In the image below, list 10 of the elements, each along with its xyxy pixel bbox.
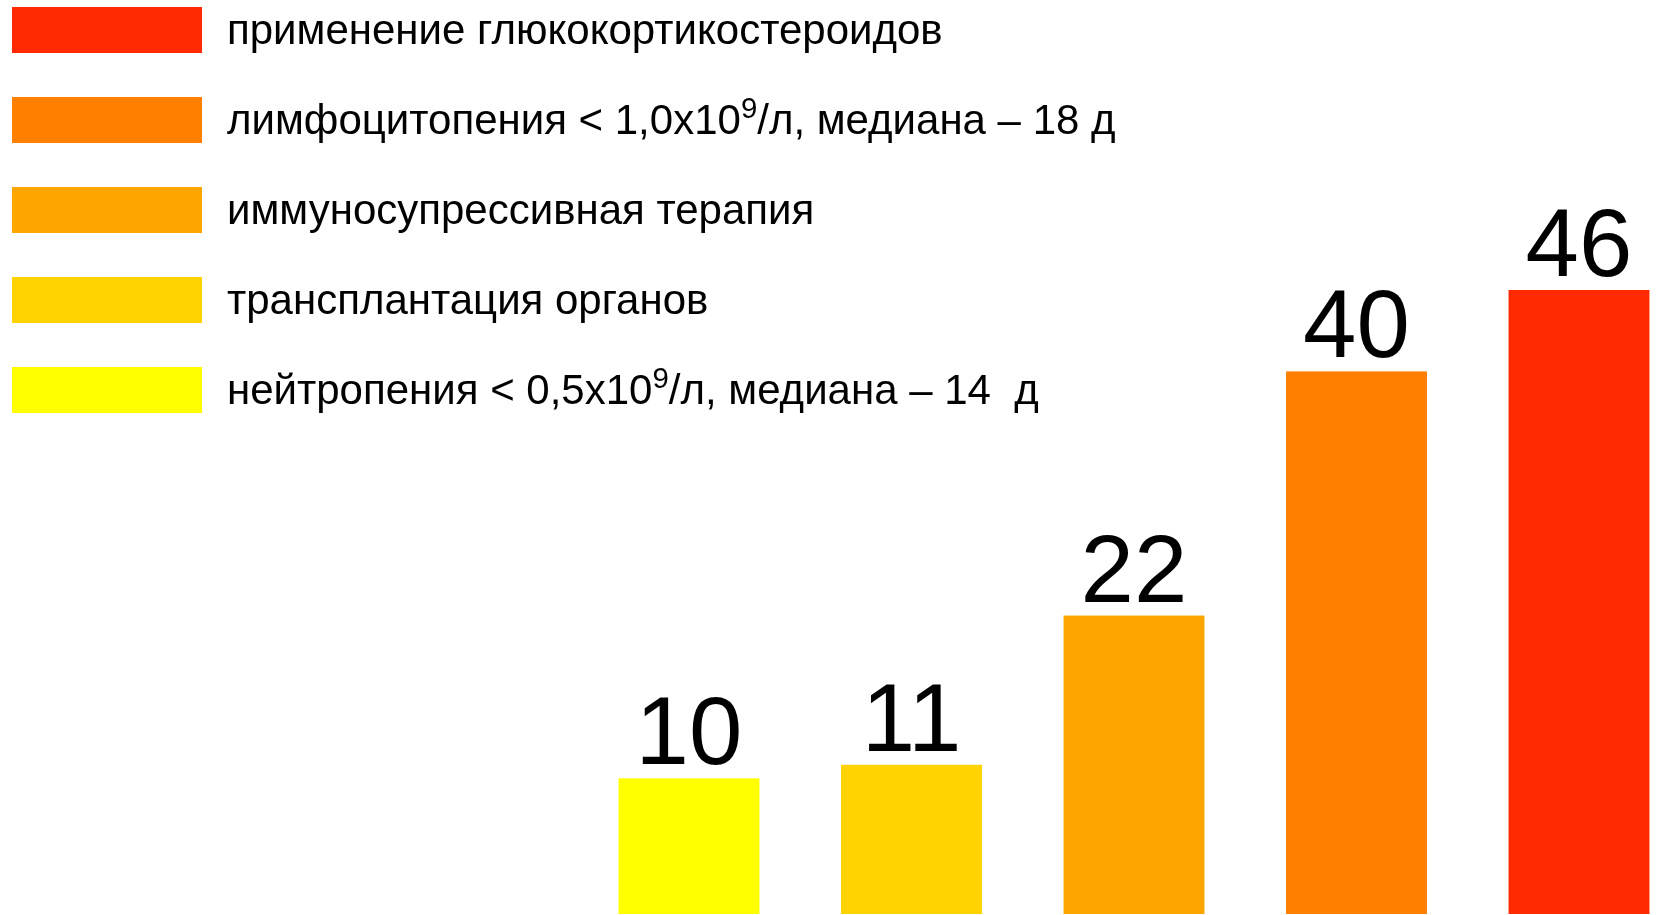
legend-label: лимфоцитопения < 1,0х10$^{9}$/л, медиана – 18 д: [227, 90, 1116, 143]
legend-label: иммуносупрессивная терапия: [227, 186, 815, 233]
data-label: 10: [635, 677, 743, 785]
data-label: 40: [1303, 270, 1410, 378]
legend-label: трансплантация органов: [227, 276, 709, 323]
data-label: 22: [1080, 514, 1188, 622]
data-label: 46: [1525, 189, 1633, 296]
data-label: 11: [861, 663, 962, 771]
legend-label: применение глюкокортикостероидов: [227, 6, 943, 53]
legend-label: нейтропения < 0,5х10$^{9}$/л, медиана – 14 д: [227, 360, 1039, 413]
